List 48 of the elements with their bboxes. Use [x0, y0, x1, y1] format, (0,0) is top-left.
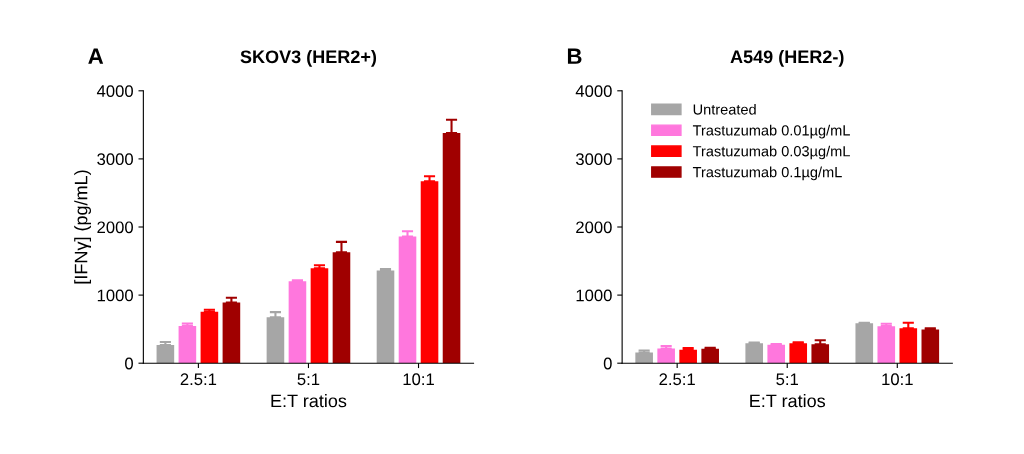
y-tick-label: 1000	[97, 289, 133, 302]
chart-title: SKOV3 (HER2+)	[240, 49, 377, 67]
bar	[877, 326, 896, 364]
x-tick-label: 10:1	[882, 373, 913, 386]
y-tick-label: 1000	[576, 289, 612, 302]
bar	[266, 317, 285, 364]
legend-label: Untreated	[693, 103, 756, 115]
bar	[855, 323, 874, 364]
text: A	[88, 48, 104, 64]
chart-title: A549 (HER2-)	[730, 49, 844, 67]
bar	[635, 352, 653, 364]
bar	[420, 181, 439, 364]
bar	[310, 268, 329, 364]
x-tick-label: 5:1	[297, 373, 320, 386]
y-axis-title: [IFNγ] (pg/mL)	[74, 170, 92, 284]
y-tick-label: 2000	[576, 221, 612, 234]
bar	[222, 302, 241, 364]
x-tick-label: 10:1	[403, 373, 434, 386]
bar	[921, 329, 940, 364]
bar	[767, 344, 786, 364]
bar	[701, 348, 719, 364]
legend-label: Trastuzumab 0.03µg/mL	[692, 145, 850, 160]
x-axis-title: E:T ratios	[271, 394, 347, 408]
y-tick-label: 0	[603, 357, 612, 370]
y-tick-label: 3000	[575, 153, 612, 166]
x-axis-title: E:T ratios	[750, 394, 826, 408]
bar	[376, 270, 395, 364]
legend-label: Trastuzumab 0.01µg/mL	[692, 124, 850, 139]
y-tick-label: 3000	[97, 153, 133, 166]
bar	[288, 281, 307, 364]
y-tick-label: 4000	[96, 85, 133, 97]
x-tick-label: 2.5:1	[659, 373, 695, 386]
bar	[745, 343, 764, 364]
bar	[657, 348, 675, 364]
text: B	[567, 48, 582, 64]
bar	[398, 236, 417, 364]
x-tick-label: 5:1	[776, 373, 798, 386]
bar	[200, 311, 219, 364]
bar	[178, 325, 197, 364]
x-tick-label: 2.5:1	[180, 373, 217, 386]
y-tick-label: 0	[125, 357, 133, 370]
y-tick-label: 2000	[97, 221, 133, 234]
bar	[789, 343, 808, 364]
bar	[899, 328, 918, 364]
y-tick-label: 4000	[575, 85, 612, 97]
bar	[679, 349, 697, 364]
bar	[811, 344, 830, 364]
legend-label: Trastuzumab 0.1µg/mL	[692, 166, 842, 181]
